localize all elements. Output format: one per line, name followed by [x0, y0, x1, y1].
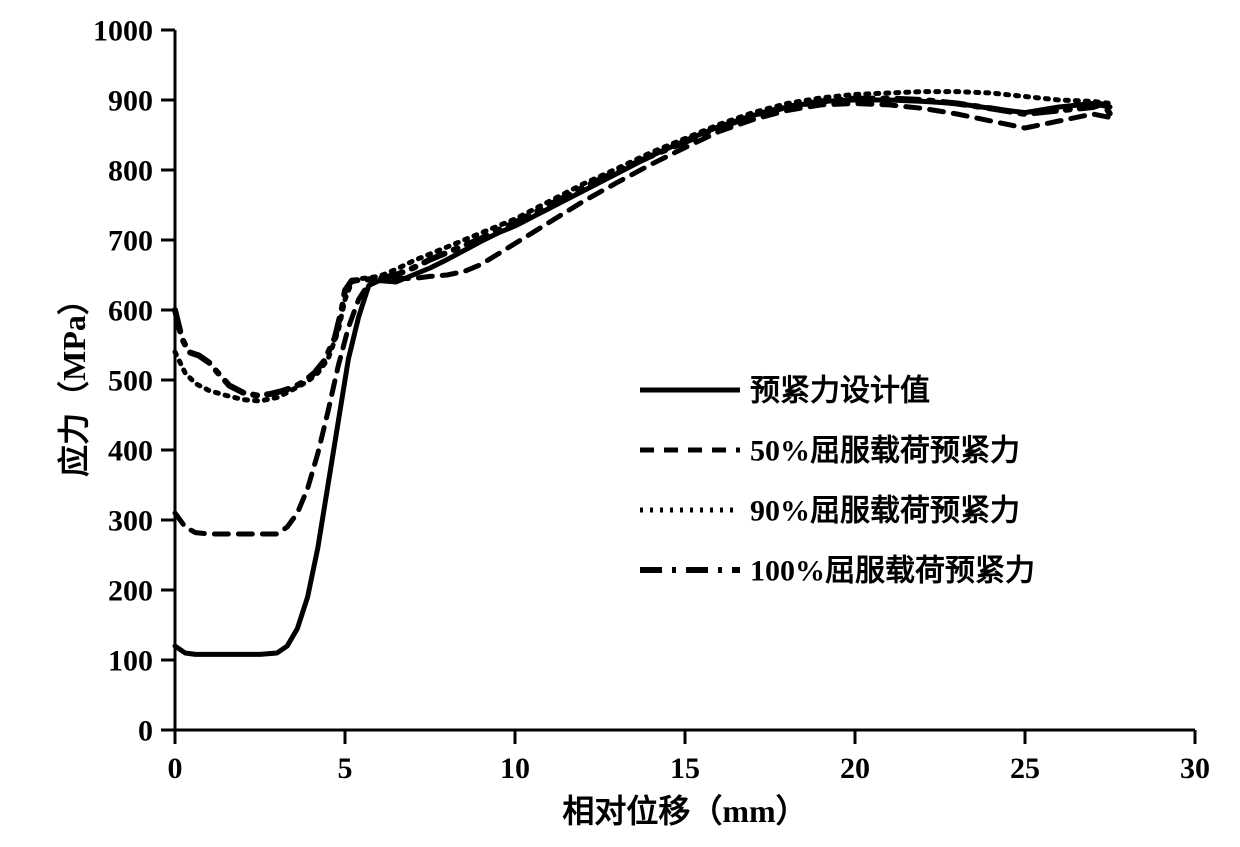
- x-tick-label: 10: [500, 752, 530, 785]
- y-tick-label: 100: [108, 645, 153, 678]
- y-tick-label: 600: [108, 295, 153, 328]
- y-tick-label: 0: [138, 715, 153, 748]
- x-axis-label: 相对位移（mm）: [562, 793, 807, 829]
- legend-label-p90: 90%屈服载荷预紧力: [750, 495, 1020, 528]
- y-tick-label: 1000: [93, 15, 153, 48]
- stress-displacement-chart: 0510152025300100200300400500600700800900…: [0, 0, 1240, 847]
- y-tick-label: 400: [108, 435, 153, 468]
- x-tick-label: 30: [1180, 752, 1210, 785]
- y-tick-label: 300: [108, 505, 153, 538]
- y-axis-label: 应力（MPa）: [56, 283, 92, 477]
- y-tick-label: 800: [108, 155, 153, 188]
- chart-svg: 0510152025300100200300400500600700800900…: [0, 0, 1240, 847]
- x-tick-label: 0: [168, 752, 183, 785]
- legend-label-p50: 50%屈服载荷预紧力: [750, 435, 1020, 468]
- y-tick-label: 900: [108, 85, 153, 118]
- x-tick-label: 20: [840, 752, 870, 785]
- x-tick-label: 25: [1010, 752, 1040, 785]
- y-tick-label: 200: [108, 575, 153, 608]
- legend-label-p100: 100%屈服载荷预紧力: [750, 555, 1035, 588]
- legend-label-design: 预紧力设计值: [750, 375, 930, 408]
- x-tick-label: 5: [338, 752, 353, 785]
- y-tick-label: 700: [108, 225, 153, 258]
- y-tick-label: 500: [108, 365, 153, 398]
- x-tick-label: 15: [670, 752, 700, 785]
